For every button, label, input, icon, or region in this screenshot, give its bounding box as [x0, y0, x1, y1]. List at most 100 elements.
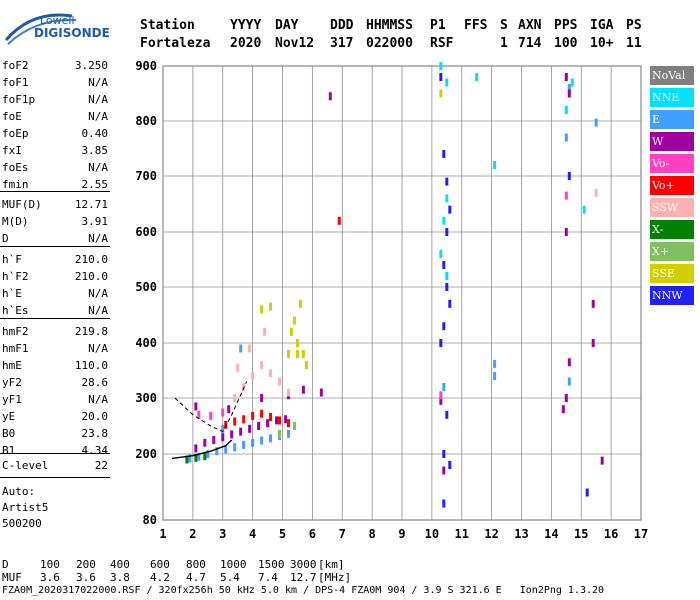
parameter-name: h`F2 — [2, 270, 29, 283]
echo-point — [448, 461, 452, 469]
echo-point — [567, 89, 571, 98]
echo-point — [564, 394, 568, 402]
echo-point — [239, 427, 243, 436]
parameter-row: C-level 22 — [2, 458, 108, 474]
echo-point — [445, 410, 449, 419]
x-tick-label: 13 — [514, 527, 528, 541]
echo-point — [439, 391, 443, 400]
echo-point — [493, 161, 497, 169]
header-label: IGA — [590, 18, 614, 33]
parameter-name: h`E — [2, 287, 22, 300]
parameter-value: N/A — [88, 161, 108, 174]
echo-point — [197, 452, 201, 461]
echo-point — [260, 436, 264, 445]
header-label: DAY — [275, 18, 299, 33]
echo-point — [227, 405, 231, 414]
echo-point — [206, 450, 210, 458]
x-tick-label: 11 — [455, 527, 469, 541]
footer-distance-label: D — [2, 558, 9, 571]
echo-point — [301, 350, 305, 358]
footer-muf-value: 3.6 — [40, 571, 60, 584]
echo-point — [570, 78, 574, 87]
trace-curve — [171, 439, 233, 460]
y-tick-label: 800 — [135, 114, 157, 128]
y-tick-label: 900 — [135, 59, 157, 73]
parameter-name: foF1p — [2, 93, 36, 106]
footer-distance-value: 3000 — [290, 558, 317, 571]
header-label: AXN — [518, 18, 542, 33]
echo-point — [445, 228, 449, 236]
profile-curve — [174, 381, 248, 433]
parameter-value: N/A — [88, 393, 108, 406]
echo-point — [493, 359, 497, 368]
echo-point — [278, 429, 282, 438]
echo-point — [233, 443, 237, 452]
echo-point — [439, 89, 443, 98]
header-value: RSF — [430, 36, 454, 51]
logo-swoosh-icon — [4, 13, 77, 45]
header-value: Nov12 — [275, 36, 315, 51]
echo-point — [561, 405, 565, 414]
header-label: S — [500, 18, 508, 33]
echo-point — [439, 250, 443, 258]
footer-muf-value: 5.4 — [220, 571, 240, 584]
echo-point — [567, 84, 571, 92]
footer-muf-value: 3.6 — [76, 571, 96, 584]
echo-point — [448, 205, 452, 214]
echo-point — [286, 350, 290, 358]
echo-point — [439, 396, 443, 405]
parameter-name: C-level — [2, 459, 49, 472]
footer-distance-value: 100 — [40, 558, 60, 571]
echo-point — [188, 454, 192, 463]
echo-point — [564, 106, 568, 114]
header-value: 022000 — [366, 36, 413, 51]
parameter-name: yF2 — [2, 376, 22, 389]
header-value: 714 — [518, 36, 542, 51]
echo-point — [194, 453, 198, 462]
echo-point — [448, 299, 452, 308]
parameter-row: yF2 28.6 — [2, 375, 108, 391]
parameter-value: N/A — [88, 287, 108, 300]
echo-point — [591, 299, 595, 308]
logo-line1: Lowell — [40, 14, 75, 27]
echo-point — [594, 118, 598, 127]
x-tick-label: 14 — [544, 527, 558, 541]
parameter-name: h`F — [2, 253, 22, 266]
y-tick-label: 700 — [135, 169, 157, 183]
echo-point — [439, 339, 443, 347]
echo-point — [269, 369, 273, 378]
divider — [0, 477, 110, 478]
x-tick-label: 1 — [159, 527, 166, 541]
y-tick-label: 400 — [135, 336, 157, 350]
footer-distance-row: D 100 200 400 600 800 1000 1500 3000 [km] — [0, 558, 700, 572]
echo-point — [564, 133, 568, 142]
echo-point — [221, 433, 225, 442]
parameter-row: yE 20.0 — [2, 409, 108, 425]
echo-point — [439, 73, 443, 81]
x-tick-label: 8 — [369, 527, 376, 541]
echo-point — [442, 383, 446, 391]
echo-point — [233, 417, 237, 426]
echo-point — [257, 422, 261, 430]
header-label: FFS — [464, 18, 488, 33]
parameter-value: N/A — [88, 342, 108, 355]
footer-distance-value: 200 — [76, 558, 96, 571]
echo-point — [269, 302, 273, 311]
echo-point — [221, 424, 225, 433]
parameter-row: foF1 N/A — [2, 75, 108, 91]
parameter-name: foEs — [2, 161, 29, 174]
echo-point — [442, 466, 446, 475]
scaling-program: Artist5 — [2, 501, 49, 514]
echo-point — [212, 436, 216, 444]
echo-point — [442, 322, 446, 331]
echo-point — [283, 415, 287, 424]
legend-item: X- — [650, 220, 694, 239]
footer-muf-value: 4.7 — [186, 571, 206, 584]
header-value: 317 — [330, 36, 354, 51]
echo-point — [445, 283, 449, 291]
header-value: 11 — [626, 36, 642, 51]
echo-point — [298, 299, 302, 308]
echo-point — [233, 394, 237, 402]
footer-distance-value: [km] — [318, 558, 345, 571]
echo-point — [564, 191, 568, 200]
